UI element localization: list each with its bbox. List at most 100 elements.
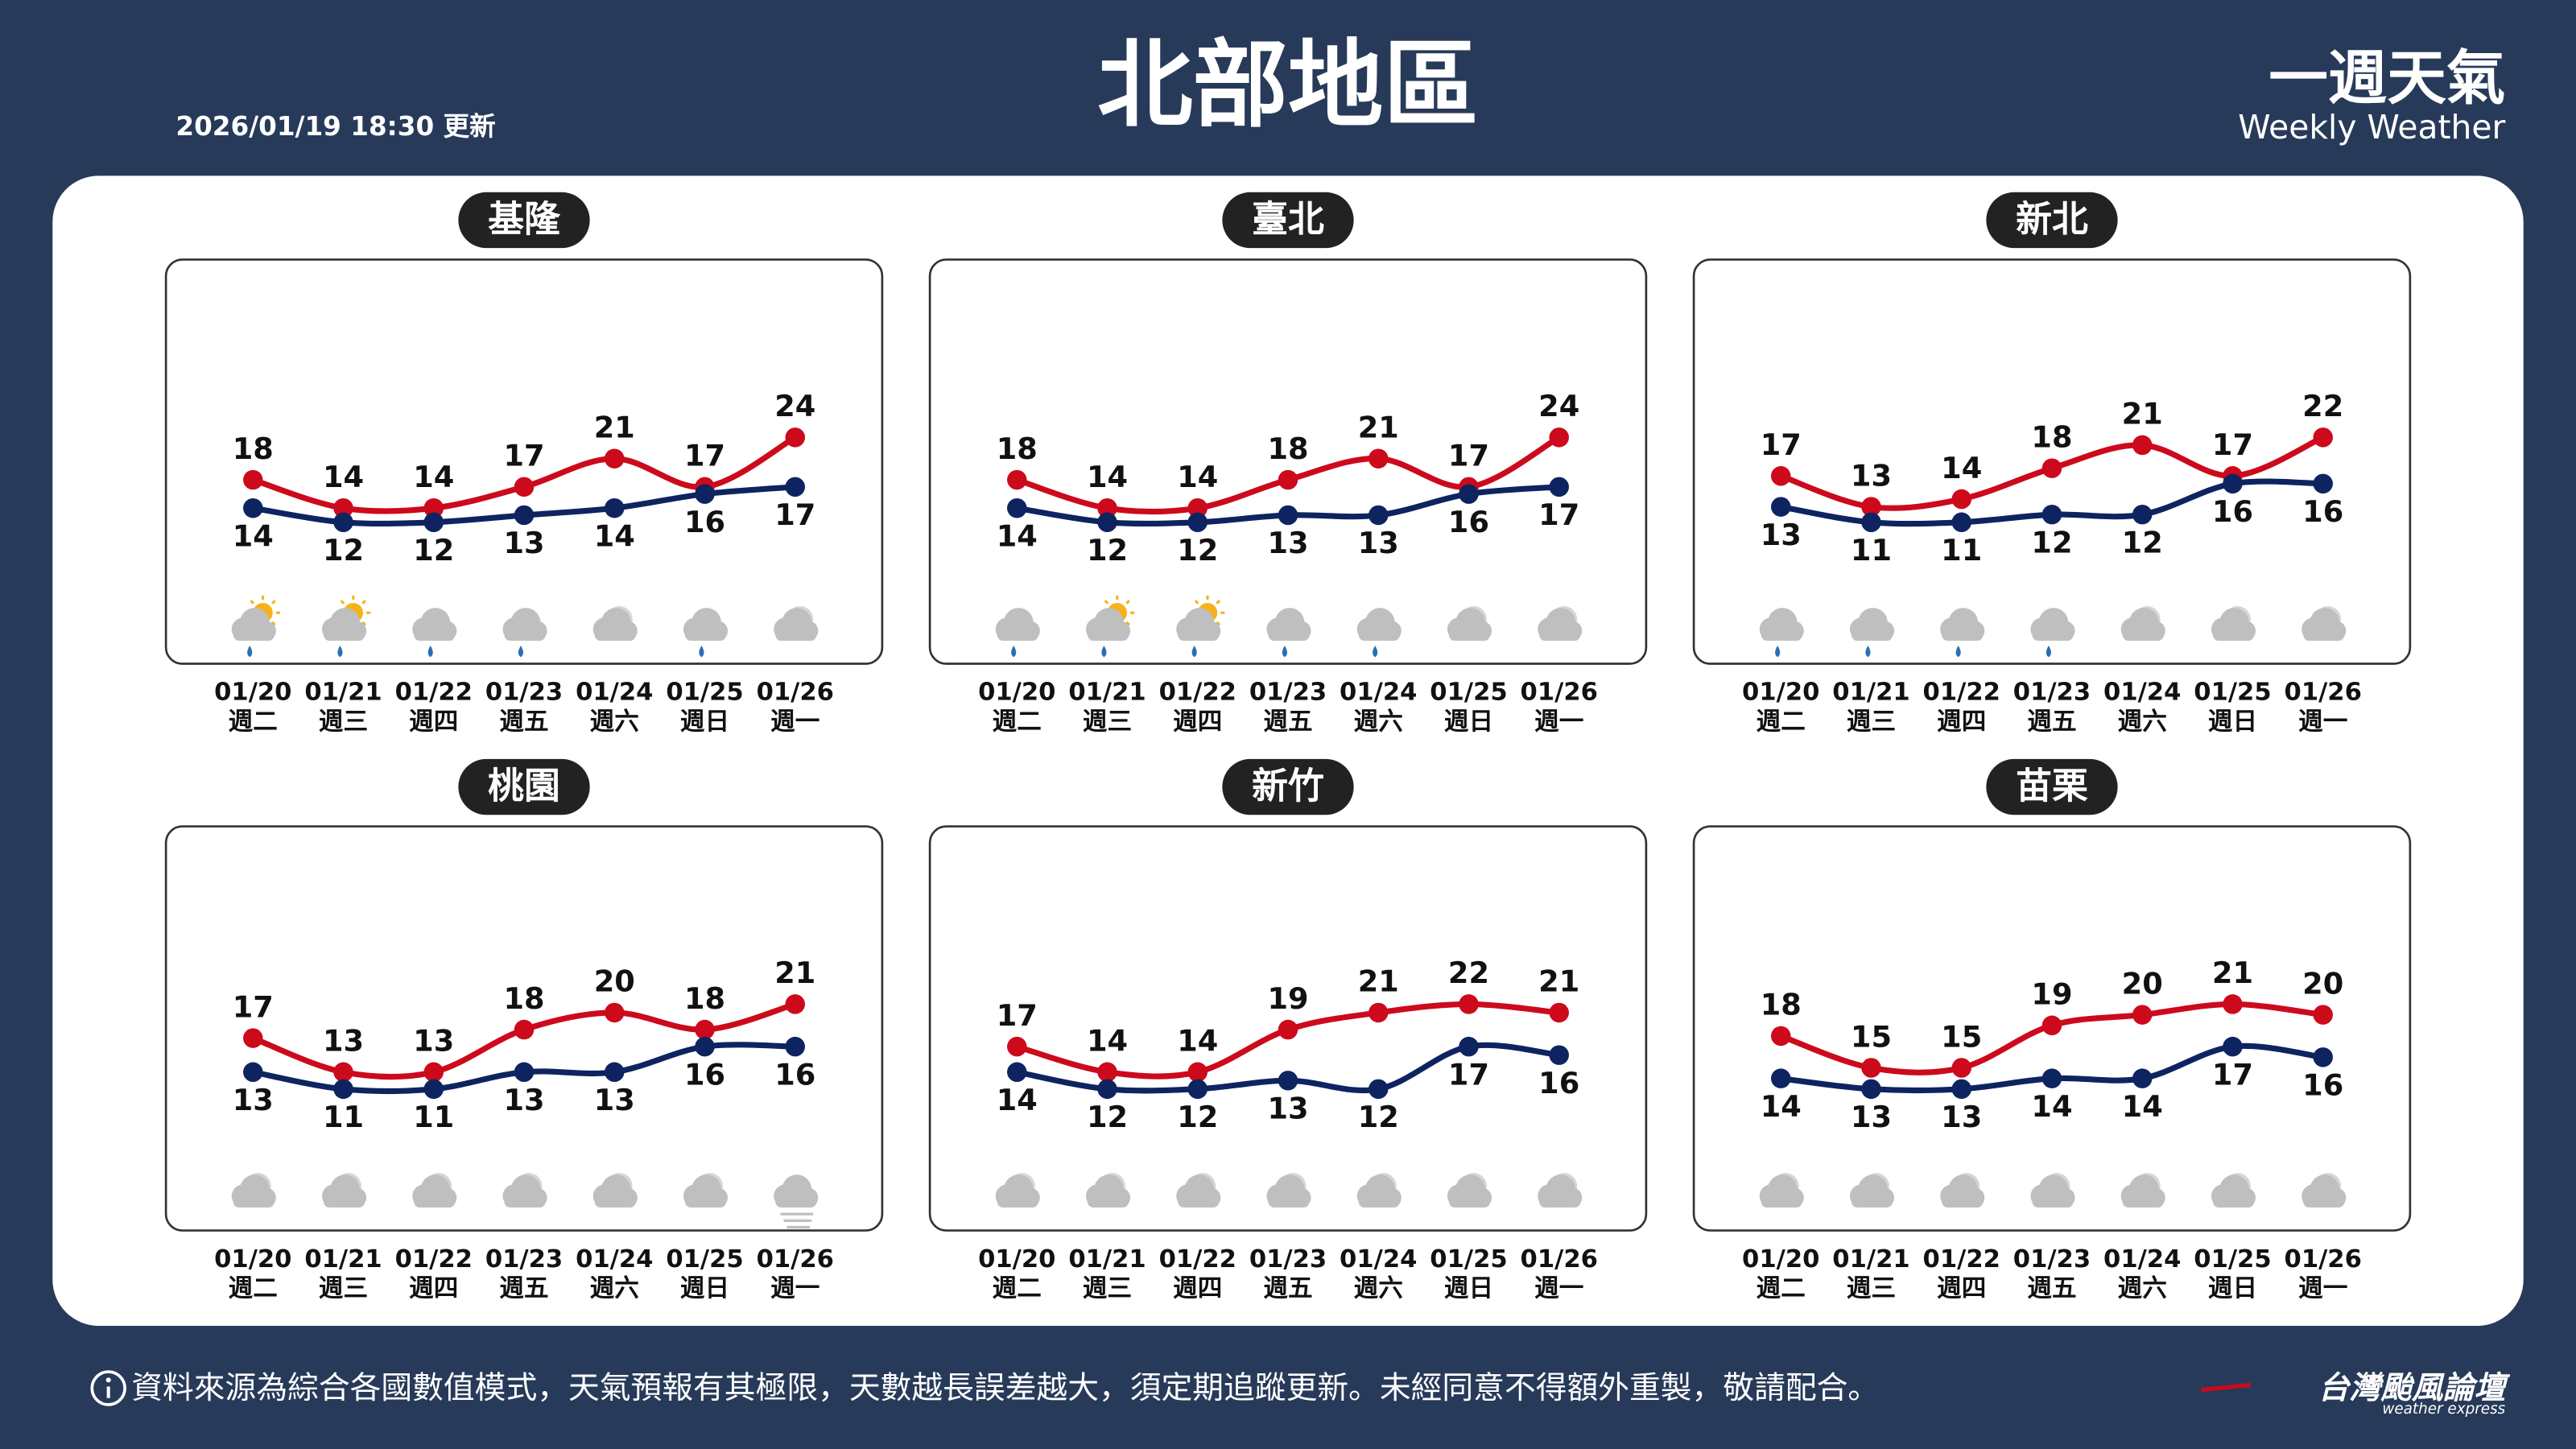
low-point: [2313, 473, 2333, 494]
weekday-label: 週日: [1444, 1275, 1493, 1303]
icon-cloud: [1178, 1195, 1220, 1208]
city-pill: [1222, 758, 1354, 815]
weekday-label: 週一: [770, 708, 819, 736]
date-label: 01/25: [1430, 1245, 1507, 1274]
date-label: 01/25: [1430, 679, 1507, 707]
high-point: [695, 1019, 715, 1040]
date-label: 01/25: [2194, 1245, 2271, 1274]
low-label: 17: [1448, 1057, 1489, 1092]
high-label: 15: [1851, 1019, 1892, 1054]
icon-cloud: [2032, 1195, 2074, 1208]
weekday-label: 週三: [319, 708, 368, 736]
high-label: 18: [684, 981, 725, 1016]
icon-cloud: [1852, 629, 1893, 641]
icon-cloud: [594, 1195, 636, 1208]
high-label: 14: [1177, 1024, 1218, 1059]
charts: 基隆01/20週二01/21週三01/22週四01/23週五01/24週六01/…: [164, 192, 2412, 1303]
low-point: [2132, 1068, 2153, 1088]
low-label: 13: [1761, 518, 1802, 552]
low-label: 12: [2031, 525, 2072, 559]
icon-raindrop: [1011, 646, 1017, 658]
low-point: [1368, 1079, 1389, 1100]
low-label: 12: [1087, 533, 1128, 568]
weekday-label: 週五: [499, 1275, 548, 1303]
high-point: [2313, 427, 2333, 448]
high-label: 17: [1761, 427, 1802, 462]
low-label: 12: [1087, 1100, 1128, 1134]
icon-raindrop: [1865, 646, 1871, 658]
icon-cloud: [685, 629, 727, 641]
weather-icon: [1356, 608, 1402, 658]
weather-icon: [2211, 1173, 2256, 1208]
weekday-label: 週二: [1757, 708, 1806, 736]
weekday-label: 週六: [2118, 708, 2167, 736]
low-point: [1459, 484, 1479, 504]
high-point: [1861, 1058, 1881, 1078]
high-point: [1951, 1058, 1971, 1078]
chart-frame: [164, 258, 884, 665]
date-label: 01/24: [2103, 679, 2181, 707]
icon-sun-ray: [340, 599, 345, 605]
weekday-label: 週日: [680, 708, 729, 736]
low-label: 11: [1941, 533, 1982, 568]
high-label: 18: [997, 431, 1038, 466]
high-label: 17: [1448, 439, 1489, 473]
high-label: 21: [1538, 964, 1579, 999]
low-point: [1007, 1062, 1027, 1083]
high-label: 14: [413, 460, 454, 494]
high-point: [785, 994, 805, 1014]
high-point: [514, 1019, 535, 1040]
icon-sun-ray: [250, 599, 255, 605]
date-label: 01/22: [1159, 1245, 1236, 1274]
date-label: 01/21: [304, 1245, 382, 1274]
weekday-label: 週六: [1354, 708, 1403, 736]
weather-icon: [502, 1173, 547, 1208]
high-label: 15: [1941, 1019, 1982, 1054]
date-label: 01/26: [2285, 1245, 2362, 1274]
weather-icon: [1849, 608, 1895, 658]
icon-cloud: [1761, 1195, 1802, 1208]
weather-icon: [1940, 608, 1985, 658]
weather-icon: [1356, 1173, 1402, 1208]
icon-raindrop: [1191, 646, 1197, 658]
high-point: [1278, 1019, 1298, 1040]
date-label: 01/21: [1068, 1245, 1146, 1274]
weather-icon: [995, 608, 1040, 658]
icon-cloud: [685, 1195, 727, 1208]
low-point: [2313, 1047, 2333, 1067]
city-title: 臺北: [1252, 198, 1324, 241]
low-label: 13: [503, 1083, 544, 1117]
date-label: 01/20: [214, 679, 291, 707]
high-point: [1368, 448, 1389, 469]
low-label: 17: [774, 497, 815, 532]
low-label: 13: [1358, 526, 1399, 560]
weather-icon: [1176, 595, 1225, 658]
low-point: [423, 1079, 444, 1100]
high-label: 22: [2302, 389, 2343, 423]
icon-cloud: [997, 1195, 1038, 1208]
high-point: [605, 448, 625, 469]
low-label: 17: [1538, 497, 1579, 532]
low-point: [1549, 477, 1569, 497]
date-label: 01/23: [485, 1245, 563, 1274]
icon-cloud: [1539, 1195, 1581, 1208]
low-label: 14: [1761, 1089, 1802, 1124]
low-label: 16: [2212, 494, 2253, 529]
city-pill: [1986, 758, 2118, 815]
chart-frame: [928, 258, 1648, 665]
low-point: [1951, 1079, 1971, 1100]
low-label: 12: [2122, 525, 2163, 559]
weekday-label: 週二: [1757, 1275, 1806, 1303]
logo-en: weather express: [2382, 1401, 2505, 1418]
weekday-label: 週三: [1083, 708, 1132, 736]
city-pill: [1222, 192, 1354, 249]
weekday-label: 週五: [2027, 1275, 2076, 1303]
low-label: 16: [774, 1057, 815, 1092]
icon-cloud: [504, 1195, 546, 1208]
date-label: 01/25: [666, 1245, 743, 1274]
low-label: 16: [684, 1057, 725, 1092]
